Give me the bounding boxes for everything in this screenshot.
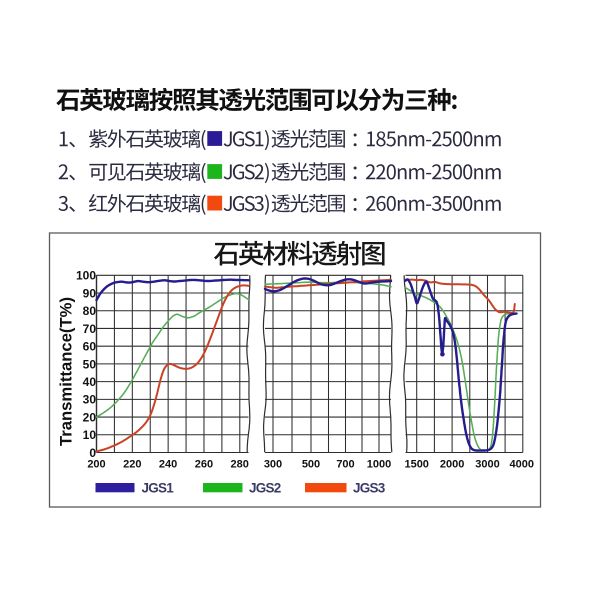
svg-text:10: 10 (83, 428, 97, 442)
svg-text:2000: 2000 (440, 459, 464, 471)
svg-text:240: 240 (159, 459, 177, 471)
svg-text:0: 0 (89, 446, 96, 460)
svg-text:4000: 4000 (510, 459, 534, 471)
svg-text:JGS3: JGS3 (353, 480, 386, 495)
svg-text:500: 500 (302, 459, 320, 471)
svg-text:1000: 1000 (367, 459, 391, 471)
svg-text:JGS2: JGS2 (249, 480, 281, 495)
svg-text:200: 200 (87, 459, 105, 471)
svg-text:1500: 1500 (404, 459, 428, 471)
svg-text:100: 100 (76, 269, 96, 283)
svg-text:JGS1: JGS1 (142, 480, 175, 495)
svg-text:90: 90 (83, 286, 97, 300)
svg-text:20: 20 (83, 411, 97, 425)
svg-text:220: 220 (123, 459, 141, 471)
svg-text:280: 280 (231, 459, 249, 471)
svg-text:300: 300 (264, 459, 282, 471)
svg-text:30: 30 (83, 393, 97, 407)
svg-text:Transmittance(T%): Transmittance(T%) (57, 297, 76, 446)
svg-text:260: 260 (195, 459, 213, 471)
svg-text:60: 60 (83, 340, 97, 354)
svg-text:70: 70 (83, 322, 97, 336)
svg-text:40: 40 (83, 375, 97, 389)
svg-text:50: 50 (83, 357, 97, 371)
svg-text:3000: 3000 (475, 459, 499, 471)
svg-text:80: 80 (83, 304, 97, 318)
svg-text:700: 700 (336, 459, 354, 471)
